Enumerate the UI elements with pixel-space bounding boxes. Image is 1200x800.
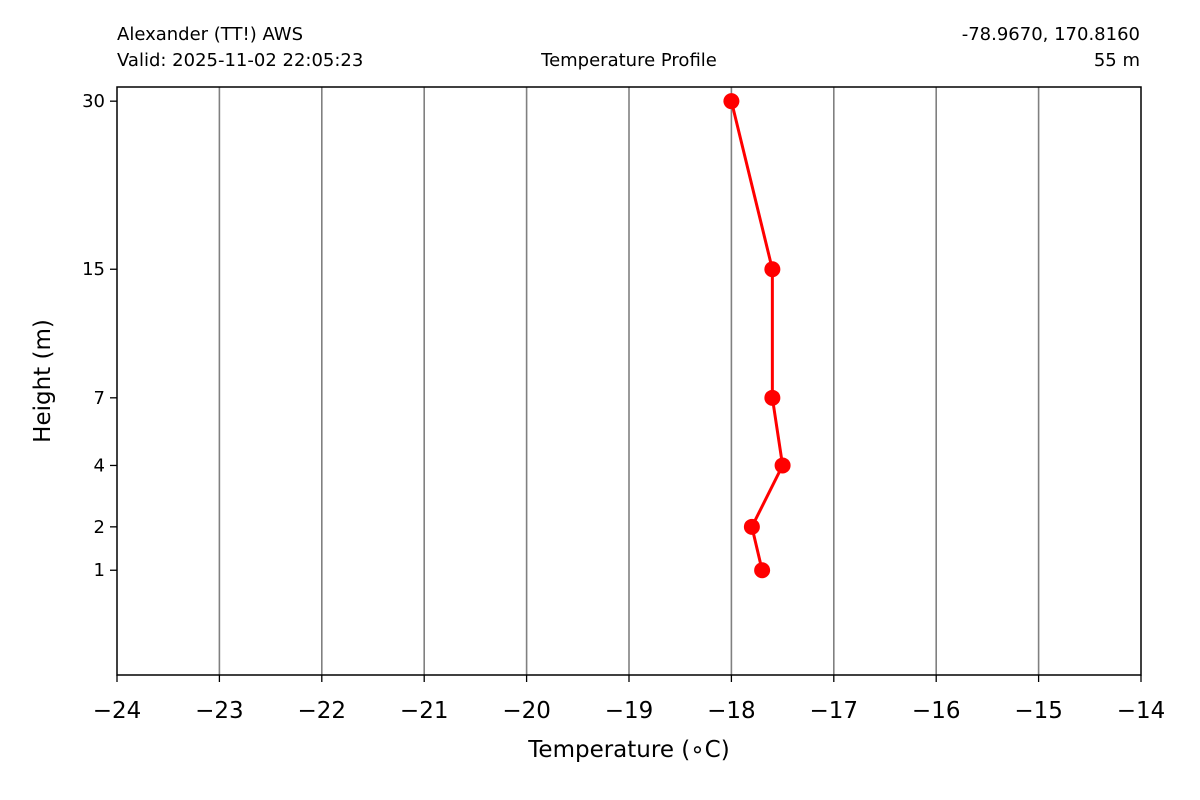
y-tick-label: 4 xyxy=(94,455,105,476)
x-tick-label: −15 xyxy=(1014,698,1063,724)
data-point xyxy=(754,562,771,579)
x-tick-label: −18 xyxy=(707,698,756,724)
data-point xyxy=(723,93,740,110)
station-name: Alexander (TT!) AWS xyxy=(117,24,303,45)
series-layer xyxy=(723,93,791,579)
x-tick-label: −24 xyxy=(93,698,142,724)
x-tick-label: −17 xyxy=(810,698,859,724)
y-tick-label: 30 xyxy=(82,91,105,112)
chart-title: Temperature Profile xyxy=(541,50,717,71)
x-tick-label: −23 xyxy=(195,698,244,724)
x-tick-label: −19 xyxy=(605,698,654,724)
data-point xyxy=(764,261,781,278)
y-tick-label: 15 xyxy=(82,259,105,280)
x-tick-label: −21 xyxy=(400,698,449,724)
x-axis-label: Temperature (∘C) xyxy=(527,737,729,763)
temperature-profile-line xyxy=(729,100,785,571)
y-tick-label: 1 xyxy=(94,560,105,581)
x-tick-label: −14 xyxy=(1117,698,1166,724)
y-tick-label: 7 xyxy=(94,388,105,409)
data-point xyxy=(774,457,791,474)
data-point xyxy=(743,518,760,535)
grid-lines xyxy=(218,87,1040,675)
x-tick-label: −20 xyxy=(502,698,551,724)
y-axis: 1 2 4 7 15 30 xyxy=(82,91,117,581)
data-point xyxy=(764,389,781,406)
y-axis-label: Height (m) xyxy=(30,319,56,443)
x-tick-label: −22 xyxy=(298,698,347,724)
station-coordinates: -78.9670, 170.8160 xyxy=(961,24,1140,45)
station-elevation: 55 m xyxy=(1093,50,1140,71)
x-axis: −24 −23 −22 −21 −20 −19 −18 −17 −16 −15 −14 xyxy=(93,675,1166,724)
x-tick-label: −16 xyxy=(912,698,961,724)
valid-time: Valid: 2025-11-02 22:05:23 xyxy=(117,50,364,71)
y-tick-label: 2 xyxy=(94,517,105,538)
